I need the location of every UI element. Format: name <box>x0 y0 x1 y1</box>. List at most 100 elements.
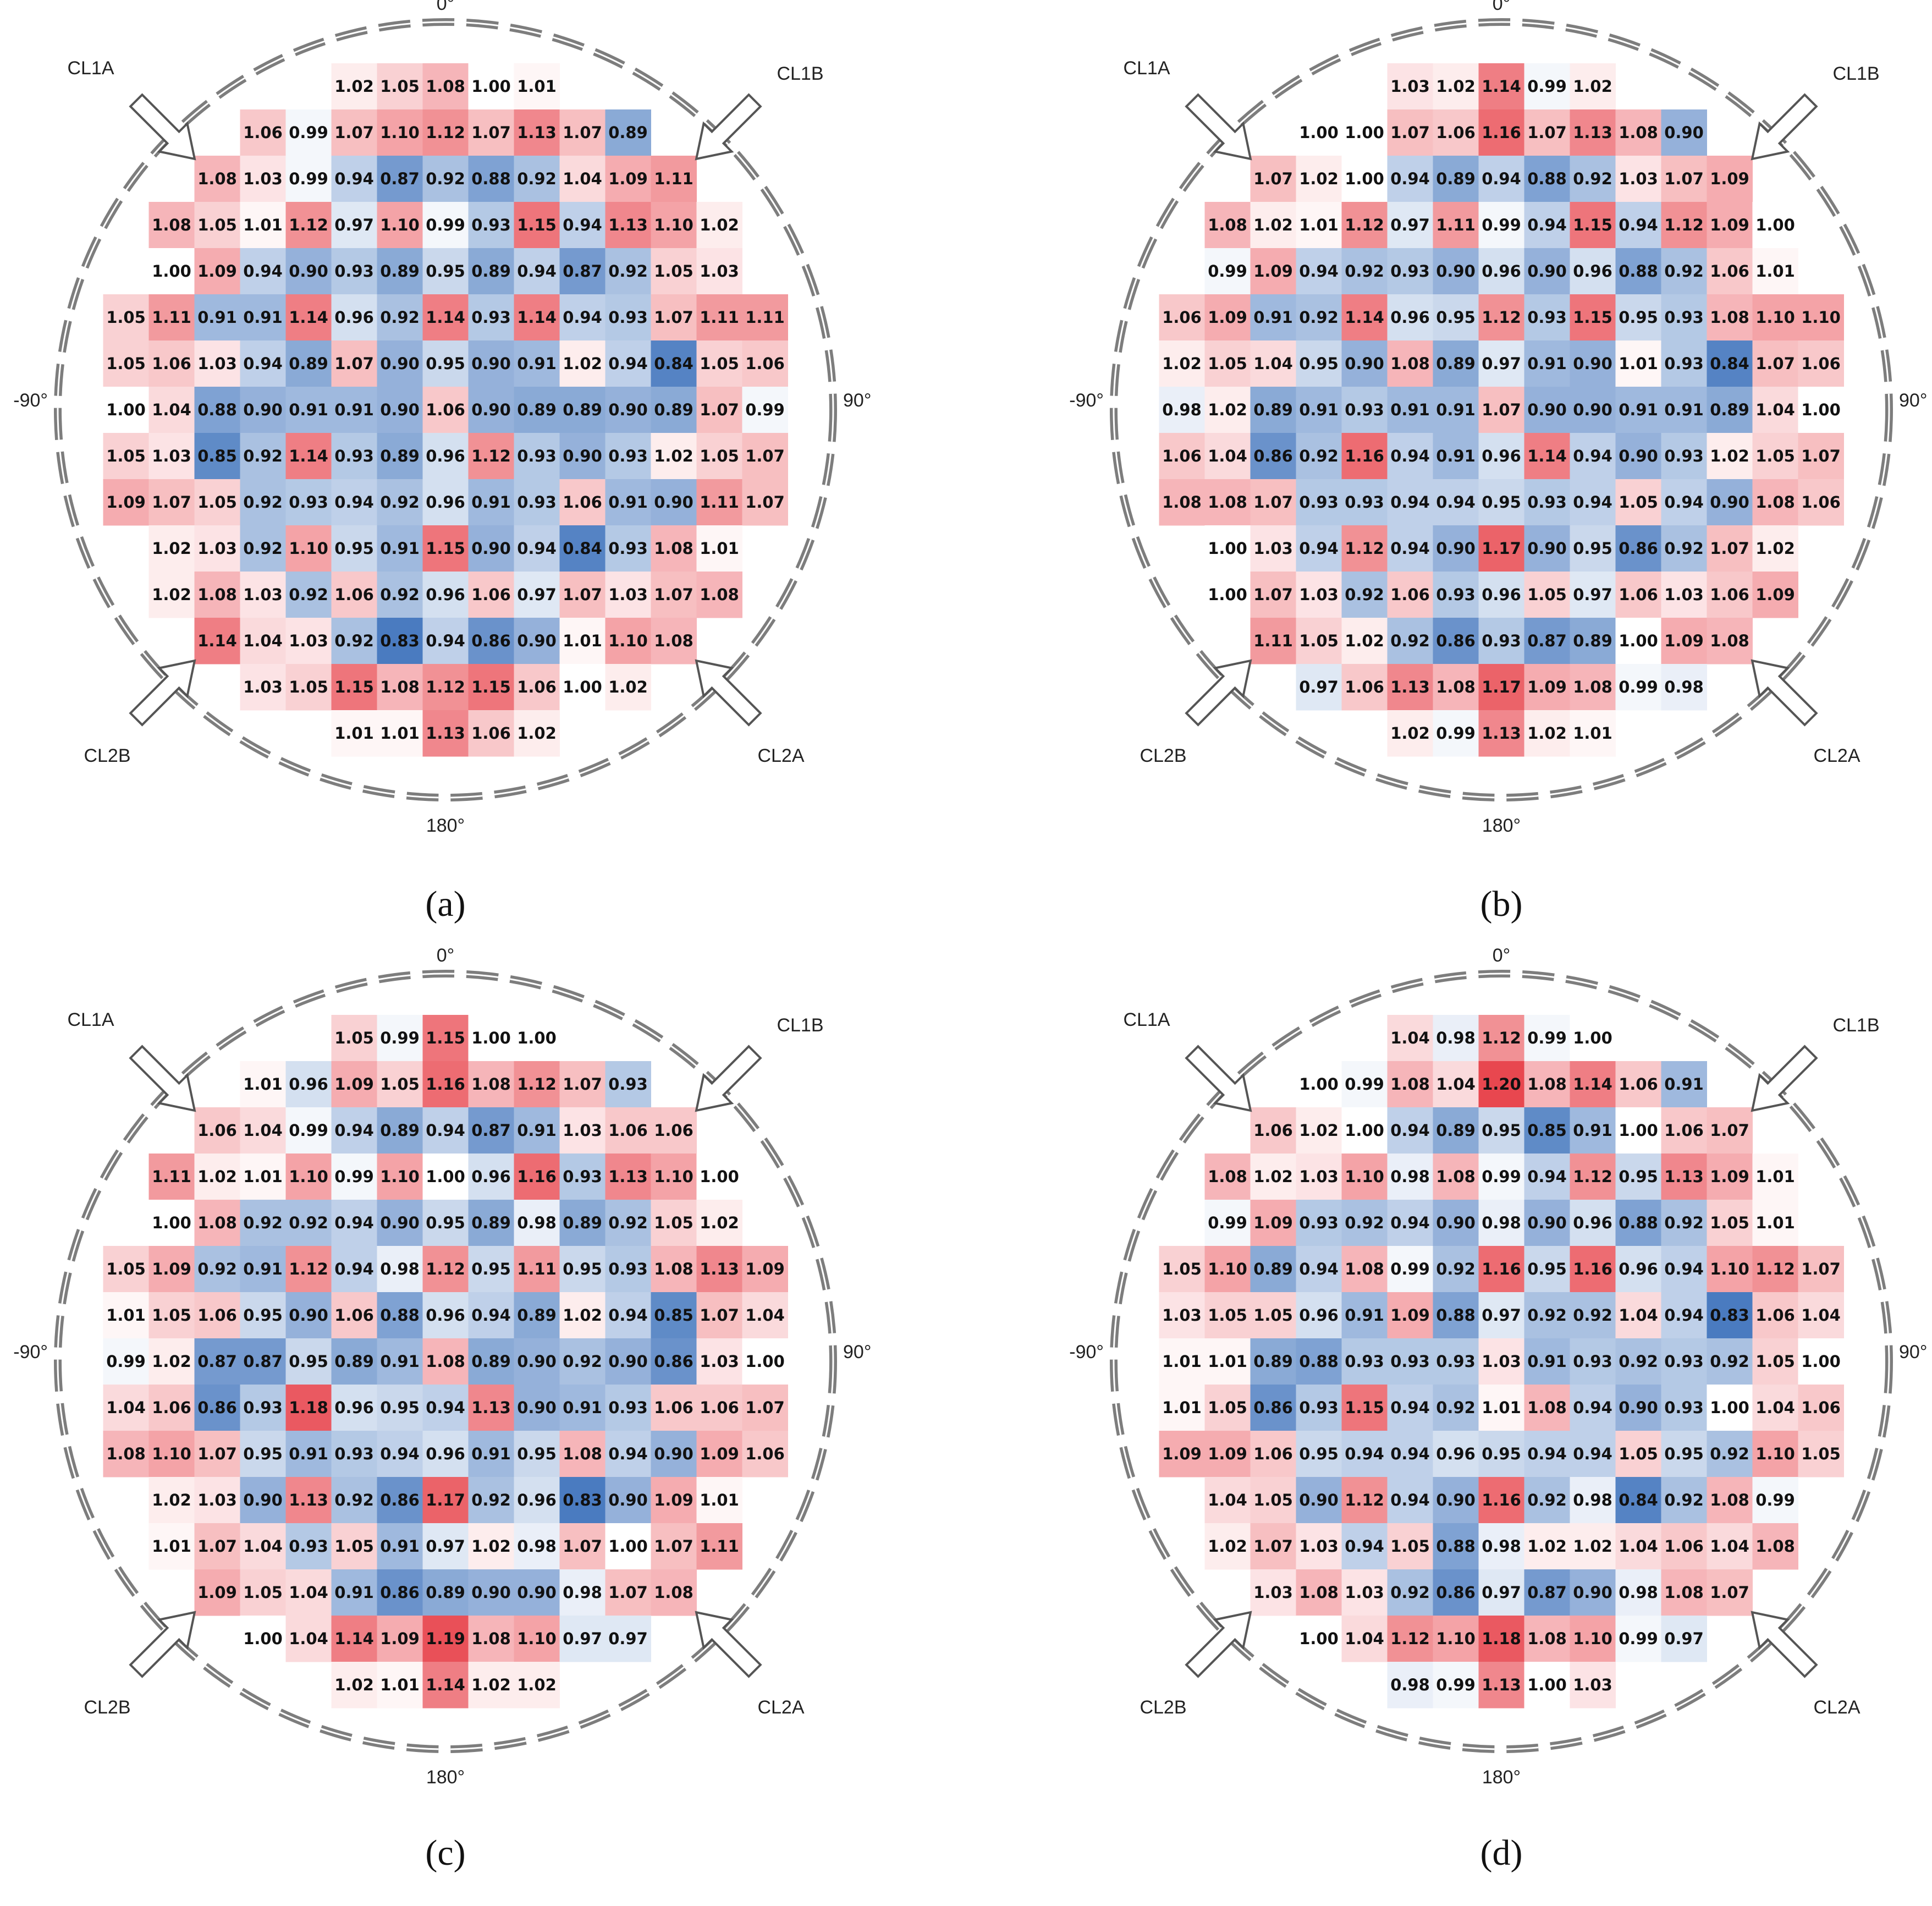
cell-value-label: 1.03 <box>243 678 283 696</box>
cell-value-label: 1.06 <box>1801 493 1841 512</box>
heatmap-cell <box>1296 340 1342 387</box>
heatmap-cell <box>240 1246 286 1293</box>
cell-value-label: 1.18 <box>1482 1629 1521 1648</box>
cell-value-label: 0.91 <box>1664 1075 1704 1094</box>
cell-value-label: 1.09 <box>1208 308 1247 327</box>
cell-value-label: 0.89 <box>563 1213 602 1232</box>
heatmap-cell <box>1524 1523 1570 1570</box>
cell-value-label: 1.08 <box>1619 123 1658 142</box>
heatmap-cell <box>1250 1154 1296 1200</box>
inlet-label-bottom-left: CL2B <box>84 745 130 766</box>
heatmap-cell <box>1615 1061 1661 1108</box>
heatmap-cell <box>468 1662 514 1709</box>
heatmap-cell <box>1661 202 1707 249</box>
cell-value-label: 1.08 <box>1710 1491 1749 1509</box>
cell-value-label: 0.92 <box>1527 1491 1567 1509</box>
cell-value-label: 1.10 <box>608 631 648 650</box>
heatmap-cell <box>468 248 514 295</box>
heatmap-cell <box>377 1431 423 1477</box>
heatmap-cell <box>1478 1154 1524 1200</box>
heatmap-cell <box>331 1107 377 1154</box>
cell-value-label: 0.95 <box>380 1398 420 1417</box>
heatmap-cell <box>1570 1569 1616 1616</box>
heatmap-cell <box>1387 1616 1433 1662</box>
inlet-arrow-icon <box>1185 659 1252 727</box>
cell-value-label: 0.90 <box>289 262 328 281</box>
heatmap-cell <box>1798 1246 1844 1293</box>
cell-value-label: 1.04 <box>1619 1306 1658 1325</box>
heatmap-cell <box>377 1061 423 1108</box>
cell-value-label: 1.09 <box>152 1260 191 1278</box>
cell-value-label: 0.90 <box>608 1352 648 1371</box>
cell-value-label: 1.07 <box>563 1537 602 1556</box>
heatmap-cell <box>331 1385 377 1431</box>
heatmap-cell <box>742 1385 788 1431</box>
heatmap-cell <box>559 1338 606 1385</box>
cell-value-label: 1.08 <box>654 539 693 558</box>
heatmap-cell <box>696 202 742 249</box>
heatmap-cell <box>1159 1338 1205 1385</box>
heatmap-cell <box>1661 340 1707 387</box>
heatmap-cell <box>651 1246 697 1293</box>
cell-value-label: 0.92 <box>1664 1491 1704 1509</box>
heatmap-cell <box>1478 248 1524 295</box>
heatmap-cell <box>1387 433 1433 480</box>
heatmap-cell <box>1707 202 1753 249</box>
cell-value-label: 1.05 <box>654 1213 693 1232</box>
cell-value-label: 0.96 <box>1573 262 1612 281</box>
heatmap-cell <box>605 525 651 572</box>
cell-value-label: 0.93 <box>289 1537 328 1556</box>
cell-value-label: 0.89 <box>654 400 693 419</box>
cell-value-label: 0.90 <box>1619 447 1658 465</box>
heatmap-cell <box>1661 433 1707 480</box>
heatmap-cell <box>1433 387 1479 433</box>
heatmap-cell <box>1341 433 1388 480</box>
heatmap-cell <box>1341 1431 1388 1477</box>
heatmap-cell <box>514 1385 560 1431</box>
cell-value-label: 0.91 <box>243 1260 283 1278</box>
heatmap-cell <box>1296 202 1342 249</box>
heatmap-cell <box>194 1292 240 1339</box>
heatmap-cell <box>148 340 195 387</box>
heatmap-cell <box>559 479 606 526</box>
heatmap-cell <box>194 1338 240 1385</box>
cell-value-label: 1.07 <box>654 585 693 604</box>
heatmap-cell <box>1433 664 1479 711</box>
cell-value-label: 0.99 <box>1619 678 1658 696</box>
heatmap-cell <box>377 248 423 295</box>
heatmap-cell <box>1661 479 1707 526</box>
cell-value-label: 1.08 <box>1390 354 1430 373</box>
heatmap-cell <box>742 479 788 526</box>
cell-value-label: 1.07 <box>654 1537 693 1556</box>
heatmap-cell <box>1341 572 1388 618</box>
cell-value-label: 1.12 <box>426 1260 465 1278</box>
heatmap-cell <box>1387 1569 1433 1616</box>
heatmap-cell <box>1250 387 1296 433</box>
cell-value-label: 1.00 <box>1619 631 1658 650</box>
cell-value-label: 1.03 <box>1299 585 1339 604</box>
angle-label-left: -90° <box>1069 390 1104 411</box>
heatmap-cell <box>1204 525 1251 572</box>
cell-value-label: 0.99 <box>380 1029 420 1047</box>
heatmap-cell <box>559 1246 606 1293</box>
cell-value-label: 0.90 <box>1619 1398 1658 1417</box>
cell-value-label: 1.17 <box>1482 539 1521 558</box>
cell-value-label: 1.03 <box>152 447 191 465</box>
cell-value-label: 1.00 <box>1299 123 1339 142</box>
heatmap-cell <box>742 1431 788 1477</box>
heatmap-cell <box>1524 1107 1570 1154</box>
heatmap-cell <box>514 1523 560 1570</box>
cell-value-label: 0.99 <box>426 216 465 234</box>
heatmap-cell <box>1615 1569 1661 1616</box>
cell-value-label: 1.01 <box>1162 1398 1202 1417</box>
heatmap-cell <box>331 1523 377 1570</box>
cell-value-label: 0.94 <box>563 216 602 234</box>
cell-value-label: 0.96 <box>1619 1260 1658 1278</box>
heatmap-cell <box>468 710 514 757</box>
inlet-label-top-left: CL1A <box>1123 58 1170 79</box>
heatmap-cell <box>605 1338 651 1385</box>
cell-value-label: 1.09 <box>608 169 648 188</box>
cell-value-label: 0.86 <box>380 1491 420 1509</box>
cell-value-label: 0.93 <box>1573 1352 1612 1371</box>
heatmap-cell <box>1204 202 1251 249</box>
